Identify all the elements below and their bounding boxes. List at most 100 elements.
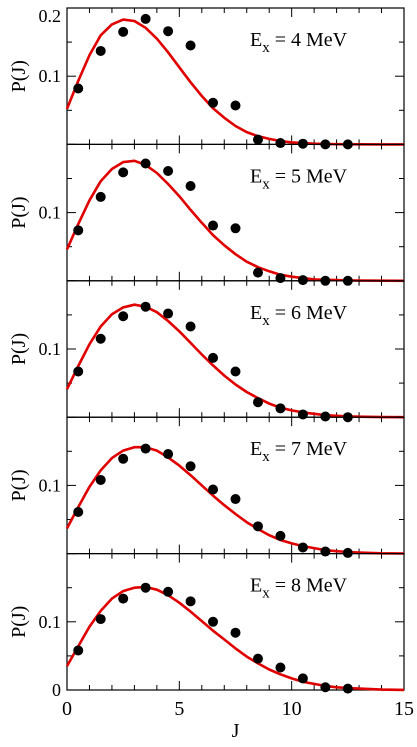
data-point: [95, 474, 106, 485]
data-point: [163, 586, 174, 597]
y-axis-label: P(J): [8, 469, 30, 501]
data-point: [230, 100, 241, 111]
data-point: [252, 134, 263, 145]
x-tick-label: 5: [174, 698, 184, 720]
data-point: [252, 267, 263, 278]
y-axis-label: P(J): [8, 60, 30, 92]
data-point: [163, 165, 174, 176]
annotation-symbol: E: [250, 438, 262, 460]
data-point: [297, 542, 308, 553]
annotation-subscript: x: [262, 586, 270, 602]
data-point: [230, 366, 241, 377]
annotation-value: = 8 MeV: [270, 575, 348, 597]
annotation-subscript: x: [262, 449, 270, 465]
data-point: [95, 614, 106, 625]
data-point: [185, 461, 196, 472]
panel-frame: [66, 552, 405, 691]
data-point: [275, 403, 286, 414]
data-point: [252, 653, 263, 664]
annotation-symbol: E: [250, 29, 262, 51]
data-point: [95, 333, 106, 344]
annotation-symbol: E: [250, 302, 262, 324]
y-tick-label: 0.1: [39, 339, 62, 359]
energy-annotation: Ex = 7 MeV: [250, 438, 348, 465]
y-tick-label: 0.1: [39, 203, 62, 223]
data-point: [275, 530, 286, 541]
fit-curve: [65, 159, 405, 283]
annotation-subscript: x: [262, 176, 270, 192]
data-point: [252, 397, 263, 408]
data-point: [320, 682, 331, 693]
data-point: [185, 40, 196, 51]
data-point: [297, 138, 308, 149]
data-point: [230, 223, 241, 234]
annotation-value: = 7 MeV: [270, 438, 348, 460]
data-point: [275, 662, 286, 673]
y-tick-label: 0.1: [39, 475, 62, 495]
data-point: [320, 546, 331, 557]
data-point: [208, 97, 219, 108]
data-point: [163, 308, 174, 319]
data-point: [208, 616, 219, 627]
data-point: [73, 645, 84, 656]
data-point: [208, 220, 219, 231]
y-axis-label: P(J): [8, 606, 30, 638]
data-point: [95, 191, 106, 202]
energy-annotation: Ex = 4 MeV: [250, 29, 348, 56]
data-point: [118, 26, 129, 37]
data-point: [208, 352, 219, 363]
panel-frame: [66, 280, 405, 418]
data-point: [230, 494, 241, 505]
data-point: [185, 596, 196, 607]
data-point: [163, 449, 174, 460]
data-point: [118, 167, 129, 178]
x-tick-label: 10: [282, 698, 302, 720]
data-point: [297, 409, 308, 420]
data-point: [208, 484, 219, 495]
data-point: [275, 138, 286, 149]
data-point: [140, 158, 151, 169]
panel-frame: [66, 7, 405, 145]
data-point: [230, 627, 241, 638]
data-point: [73, 225, 84, 236]
data-point: [95, 45, 106, 56]
data-point: [140, 582, 151, 593]
data-point: [297, 673, 308, 684]
data-point: [73, 506, 84, 517]
x-tick-label: 15: [394, 698, 414, 720]
fit-curve: [65, 303, 405, 419]
data-point: [73, 83, 84, 94]
data-point: [252, 521, 263, 532]
y-tick-label: 0.2: [39, 6, 62, 26]
data-point: [185, 321, 196, 332]
data-point: [163, 26, 174, 37]
fit-curve: [65, 18, 404, 146]
x-axis-label: J: [232, 720, 240, 742]
fit-curve: [65, 585, 405, 692]
energy-annotation: Ex = 6 MeV: [250, 302, 348, 329]
annotation-subscript: x: [262, 40, 270, 56]
y-axis-label: P(J): [8, 196, 30, 228]
data-point: [118, 311, 129, 322]
data-point: [118, 453, 129, 464]
panel-frame: [66, 416, 405, 555]
y-axis-label: P(J): [8, 333, 30, 365]
data-point: [320, 411, 331, 422]
data-point: [297, 275, 308, 286]
energy-annotation: Ex = 8 MeV: [250, 575, 348, 602]
data-point: [140, 443, 151, 454]
data-point: [185, 181, 196, 192]
annotation-subscript: x: [262, 313, 270, 329]
data-point: [275, 273, 286, 284]
annotation-value: = 6 MeV: [270, 302, 348, 324]
energy-annotation: Ex = 5 MeV: [250, 165, 348, 192]
annotation-value: = 4 MeV: [270, 29, 348, 51]
data-point: [342, 547, 353, 558]
data-point: [342, 683, 353, 694]
data-point: [140, 301, 151, 312]
data-point: [73, 366, 84, 377]
data-point: [118, 593, 129, 604]
annotation-symbol: E: [250, 165, 262, 187]
